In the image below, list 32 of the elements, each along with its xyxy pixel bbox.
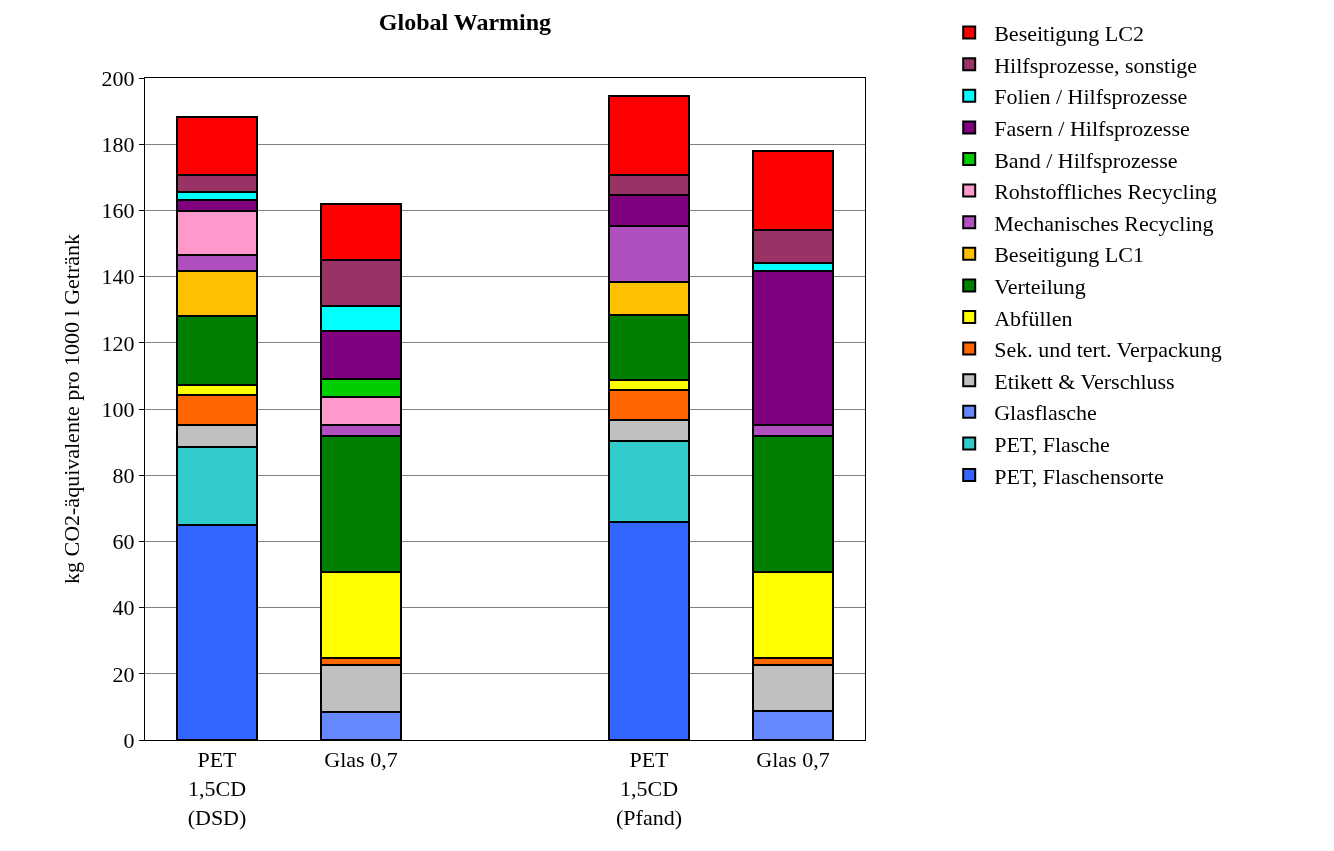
y-tick-label: 0 [123,727,135,753]
legend-label: Etikett & Verschluss [994,368,1175,394]
legend-label: Fasern / Hilfsprozesse [994,115,1190,141]
legend-label: Glasflasche [994,400,1097,426]
legend-label: PET, Flaschensorte [994,463,1164,489]
x-tick-label: Glas 0,7 [756,747,830,773]
y-tick-label: 120 [101,330,135,356]
y-tick-label: 140 [101,264,135,290]
y-tick-label: 40 [112,595,135,621]
legend-label: Beseitigung LC2 [994,21,1144,47]
y-tick-label: 160 [101,198,135,224]
legend-label: Folien / Hilfsprozesse [994,84,1188,110]
y-tick-label: 60 [112,529,135,555]
legend-label: Abfüllen [994,305,1073,331]
y-axis-title: kg CO2-äquivalente pro 1000 l Getränk [59,233,85,585]
legend-label: Rohstoffliches Recycling [994,179,1217,205]
x-tick-label: PET 1,5CD (Pfand) [616,747,682,830]
x-tick-label: PET 1,5CD (DSD) [187,747,247,830]
legend-label: Band / Hilfsprozesse [994,147,1178,173]
chart-title: Global Warming [378,8,552,35]
y-tick-label: 180 [101,131,135,157]
y-tick-label: 200 [101,65,135,91]
legend-label: Verteilung [994,273,1086,299]
legend-label: Beseitigung LC1 [994,242,1144,268]
y-tick-label: 20 [112,661,135,687]
legend-label: PET, Flasche [994,431,1110,457]
legend-label: Sek. und tert. Verpackung [994,337,1222,363]
y-tick-label: 100 [101,396,135,422]
y-tick-label: 80 [112,462,135,488]
x-tick-label: Glas 0,7 [324,747,398,773]
legend-label: Mechanisches Recycling [994,210,1214,236]
legend-label: Hilfsprozesse, sonstige [994,52,1198,78]
